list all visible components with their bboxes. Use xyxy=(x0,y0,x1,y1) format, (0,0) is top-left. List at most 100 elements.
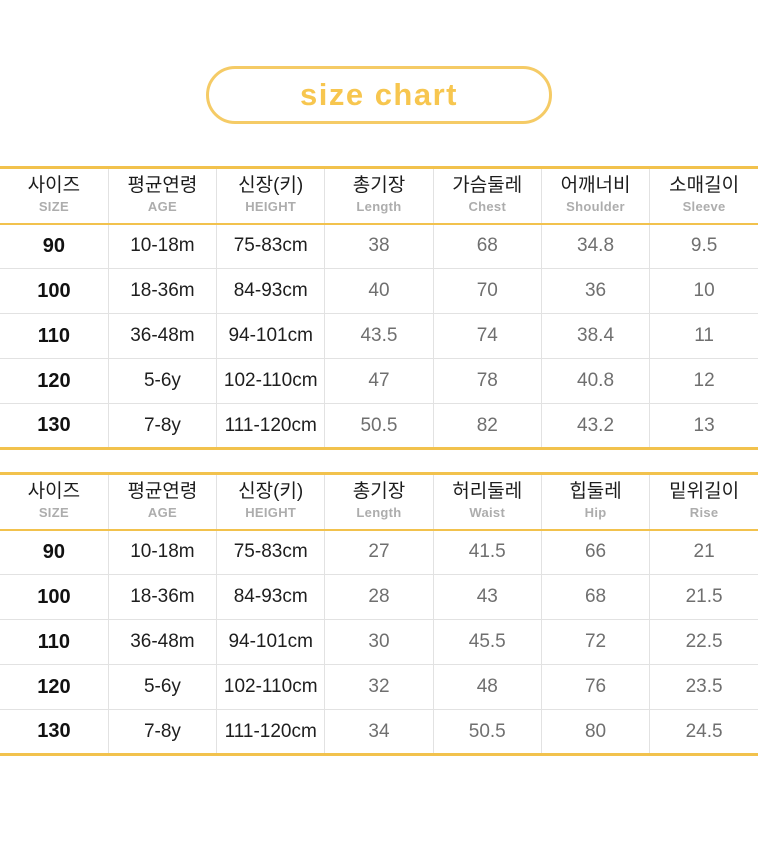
value-cell: 102-110cm xyxy=(216,664,326,710)
table-row: 110 36-48m 94-101cm 43.5 74 38.4 11 xyxy=(0,313,758,359)
value-cell: 72 xyxy=(541,619,651,665)
value-cell: 66 xyxy=(541,529,651,575)
value-cell: 18-36m xyxy=(108,268,218,314)
size-cell: 110 xyxy=(0,313,109,359)
column-header-english-label: Length xyxy=(356,505,402,521)
value-cell: 47 xyxy=(324,358,434,404)
column-header-english-label: Hip xyxy=(584,505,607,521)
column-header-english-label: HEIGHT xyxy=(245,199,297,215)
column-header-chest: 가슴둘레 Chest xyxy=(433,167,542,225)
column-header-english-label: SIZE xyxy=(38,505,69,521)
value-cell: 27 xyxy=(324,529,434,575)
value-cell: 22.5 xyxy=(649,619,758,665)
column-header-shoulder: 어깨너비 Shoulder xyxy=(541,167,651,225)
column-header-size: 사이즈 SIZE xyxy=(0,167,109,225)
column-header-age: 평균연령 AGE xyxy=(108,473,218,531)
value-cell: 18-36m xyxy=(108,574,218,620)
table-row: 120 5-6y 102-110cm 47 78 40.8 12 xyxy=(0,358,758,404)
column-header-korean-label: 소매길이 xyxy=(669,175,740,197)
value-cell: 36 xyxy=(541,268,651,314)
value-cell: 28 xyxy=(324,574,434,620)
value-cell: 70 xyxy=(433,268,542,314)
column-header-korean-label: 총기장 xyxy=(352,481,406,503)
bottom-size-table: 사이즈 SIZE 평균연령 AGE 신장(키) HEIGHT 총기장 Length 허리둘레 Wa… xyxy=(0,472,758,756)
value-cell: 11 xyxy=(649,313,758,359)
column-header-english-label: Rise xyxy=(689,505,719,521)
table-row: 100 18-36m 84-93cm 28 43 68 21.5 xyxy=(0,574,758,620)
value-cell: 43 xyxy=(433,574,542,620)
value-cell: 84-93cm xyxy=(216,268,326,314)
value-cell: 24.5 xyxy=(649,709,758,755)
value-cell: 40 xyxy=(324,268,434,314)
size-cell: 130 xyxy=(0,403,109,449)
column-header-english-label: Chest xyxy=(468,199,507,215)
size-chart-title: size chart xyxy=(299,77,458,112)
column-header-english-label: Waist xyxy=(469,505,506,521)
value-cell: 68 xyxy=(541,574,651,620)
column-header-korean-label: 사이즈 xyxy=(27,175,81,197)
value-cell: 111-120cm xyxy=(216,403,326,449)
value-cell: 34 xyxy=(324,709,434,755)
value-cell: 21.5 xyxy=(649,574,758,620)
value-cell: 7-8y xyxy=(108,403,218,449)
column-header-korean-label: 사이즈 xyxy=(27,481,81,503)
column-header-korean-label: 신장(키) xyxy=(238,481,304,503)
table-row: 100 18-36m 84-93cm 40 70 36 10 xyxy=(0,268,758,314)
value-cell: 80 xyxy=(541,709,651,755)
value-cell: 68 xyxy=(433,223,542,269)
column-header-english-label: Sleeve xyxy=(682,199,726,215)
value-cell: 5-6y xyxy=(108,358,218,404)
top-size-table: 사이즈 SIZE 평균연령 AGE 신장(키) HEIGHT 총기장 Length 가슴둘레 Ch… xyxy=(0,166,758,450)
column-header-rise: 밑위길이 Rise xyxy=(649,473,758,531)
value-cell: 21 xyxy=(693,541,715,563)
column-header-korean-label: 신장(키) xyxy=(238,175,304,197)
table-row: 110 36-48m 94-101cm 30 45.5 72 22.5 xyxy=(0,619,758,665)
value-cell: 43.5 xyxy=(324,313,434,359)
value-cell: 102-110cm xyxy=(216,358,326,404)
value-cell: 9.5 xyxy=(690,235,718,257)
column-header-age: 평균연령 AGE xyxy=(108,167,218,225)
column-header-english-label: AGE xyxy=(147,505,177,521)
value-cell: 43.2 xyxy=(541,403,651,449)
column-header-korean-label: 총기장 xyxy=(352,175,406,197)
value-cell: 32 xyxy=(324,664,434,710)
value-cell: 10-18m xyxy=(108,223,218,269)
column-header-korean-label: 밑위길이 xyxy=(669,481,740,503)
value-cell: 48 xyxy=(433,664,542,710)
column-header-korean-label: 허리둘레 xyxy=(452,481,523,503)
value-cell: 38.4 xyxy=(541,313,651,359)
value-cell: 41.5 xyxy=(433,529,542,575)
value-cell: 74 xyxy=(433,313,542,359)
column-header-korean-label: 힙둘레 xyxy=(569,481,622,503)
size-cell: 110 xyxy=(0,619,109,665)
column-header-english-label: Length xyxy=(356,199,402,215)
column-header-korean-label: 가슴둘레 xyxy=(452,175,523,197)
column-header-height: 신장(키) HEIGHT xyxy=(216,473,326,531)
size-cell: 90 xyxy=(0,223,109,269)
value-cell: 13 xyxy=(649,403,758,449)
value-cell: 45.5 xyxy=(433,619,542,665)
value-cell: 34.8 xyxy=(541,223,651,269)
table-row: 130 7-8y 111-120cm 34 50.5 80 24.5 xyxy=(0,709,758,755)
value-cell: 84-93cm xyxy=(216,574,326,620)
size-cell: 100 xyxy=(0,574,109,620)
value-cell: 50.5 xyxy=(433,709,542,755)
column-header-english-label: AGE xyxy=(147,199,177,215)
column-header-korean-label: 어깨너비 xyxy=(560,175,631,197)
value-cell: 10 xyxy=(649,268,758,314)
size-chart-title-pill: size chart xyxy=(206,66,552,124)
column-header-length: 총기장 Length xyxy=(324,473,434,531)
value-cell: 75-83cm xyxy=(216,529,326,575)
value-cell: 76 xyxy=(541,664,651,710)
value-cell: 94-101cm xyxy=(216,313,326,359)
column-header-length: 총기장 Length xyxy=(324,167,434,225)
value-cell: 12 xyxy=(649,358,758,404)
size-cell: 120 xyxy=(0,664,109,710)
column-header-hip: 힙둘레 Hip xyxy=(541,473,651,531)
table-row: 90 10-18m 75-83cm 38 68 34.8 9.5 xyxy=(0,223,758,269)
value-cell: 78 xyxy=(433,358,542,404)
column-header-english-label: Shoulder xyxy=(566,199,625,215)
value-cell: 23.5 xyxy=(649,664,758,710)
column-header-english-label: HEIGHT xyxy=(245,505,297,521)
size-cell: 100 xyxy=(0,268,109,314)
